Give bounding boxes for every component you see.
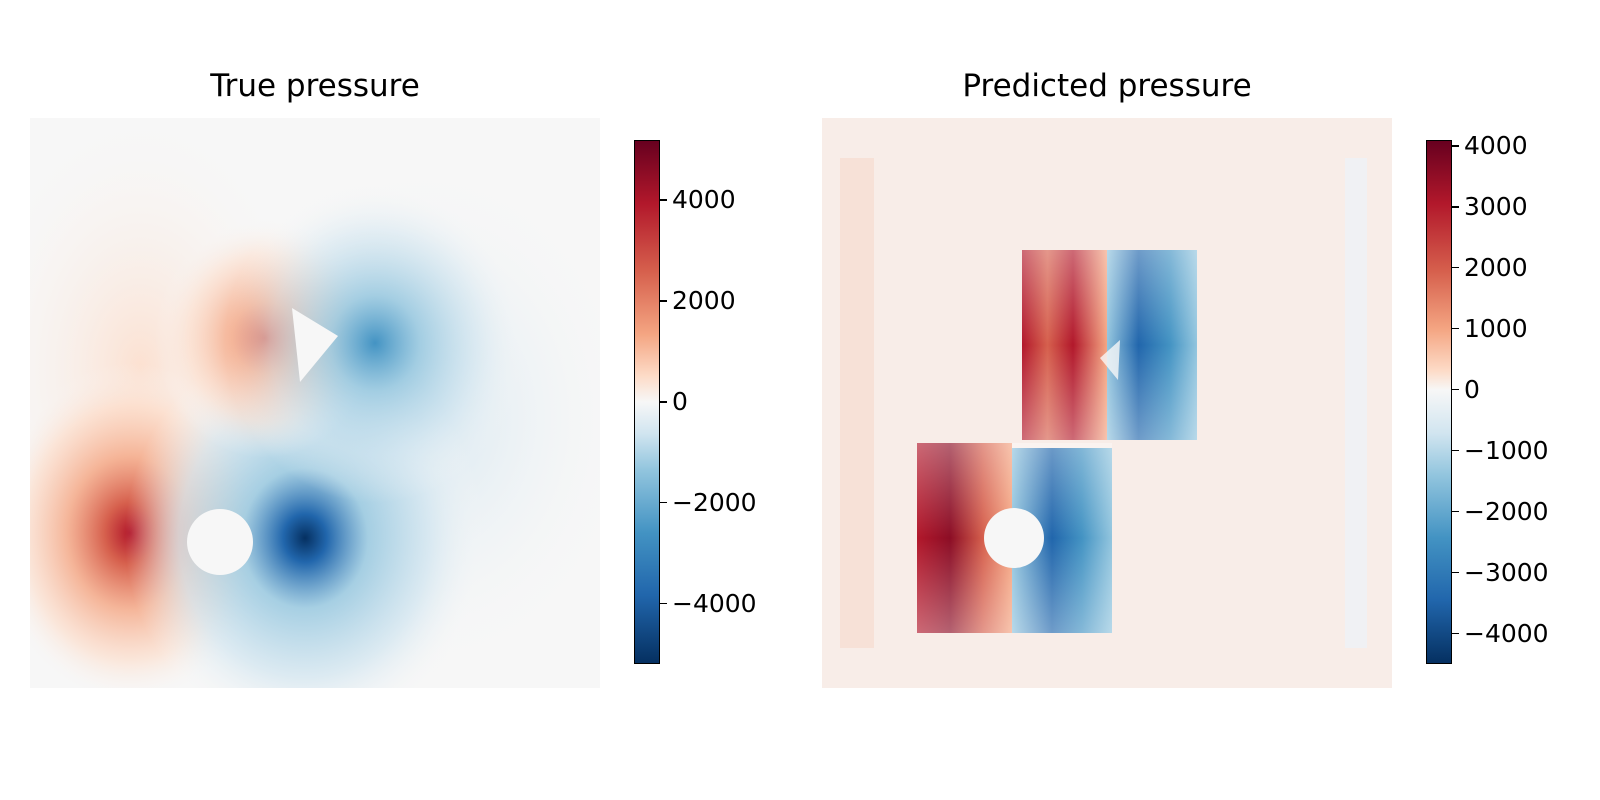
true-pressure-colorbar [634,140,660,664]
true-pressure-title: True pressure [210,68,420,104]
predicted-pressure-colorbar [1426,140,1452,664]
colorbar-tick-label: 3000 [1464,192,1528,222]
colorbar-tick-mark [660,300,667,302]
triangle-obstacle [292,308,338,382]
colorbar-tick-mark [1452,388,1459,391]
colorbar-tick-label: 4000 [672,185,736,215]
colorbar-tick-label: 2000 [672,286,736,316]
colorbar-tick-mark [660,401,667,403]
colorbar-tick-label: 4000 [1464,131,1528,161]
colorbar-tick-mark [1452,571,1459,574]
predicted-pressure-title: Predicted pressure [962,68,1252,104]
colorbar-tick-label: 2000 [1464,252,1528,282]
colorbar-tick-mark [660,602,667,605]
colorbar-tick-label: −3000 [1464,557,1549,587]
true-pressure-heatmap [30,118,600,688]
colorbar-tick-mark [1452,327,1459,330]
colorbar-tick-mark [1452,206,1459,208]
colorbar-tick-label: −4000 [672,588,757,618]
colorbar-tick-mark [660,501,667,504]
colorbar-tick-mark [1452,632,1459,635]
colorbar-tick-mark [1452,510,1459,513]
colorbar-tick-label: −1000 [1464,435,1549,465]
colorbar-tick-mark [660,199,667,201]
colorbar-tick-label: −2000 [672,487,757,517]
colorbar-tick-label: 1000 [1464,313,1528,343]
colorbar-tick-label: 0 [672,387,688,416]
colorbar-tick-mark [1452,449,1459,452]
colorbar-tick-mark [1452,266,1459,269]
circle-obstacle [187,509,253,575]
predicted-pressure-heatmap [822,118,1392,688]
predicted-circle-obstacle [984,508,1044,568]
colorbar-tick-label: −2000 [1464,496,1549,526]
colorbar-tick-mark [1452,145,1459,147]
colorbar-tick-label: 0 [1464,374,1480,404]
colorbar-tick-label: −4000 [1464,618,1549,648]
